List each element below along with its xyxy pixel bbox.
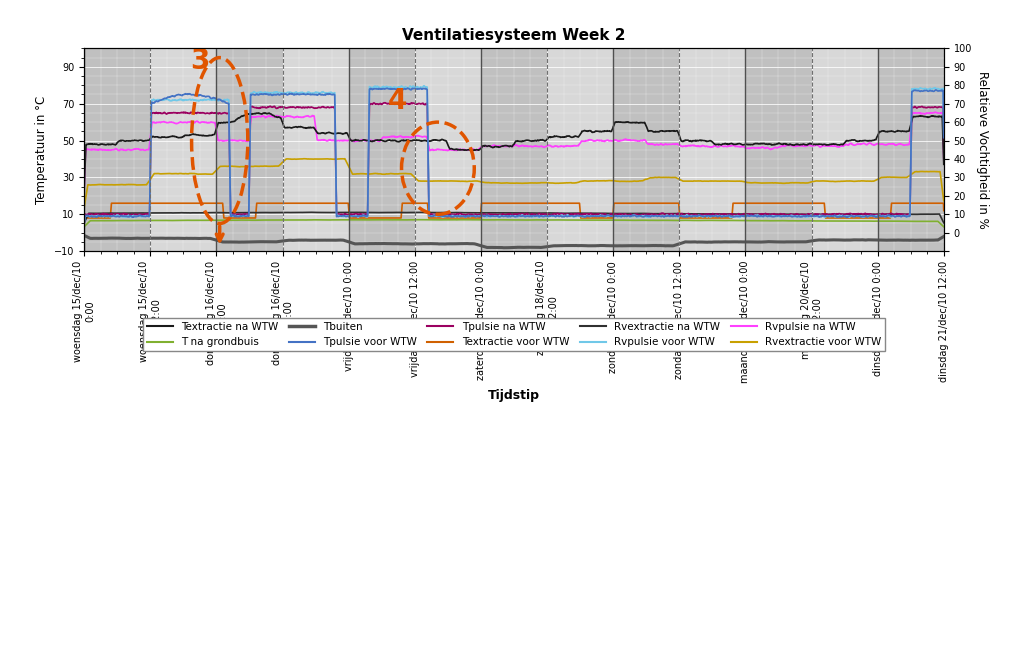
Legend: Textractie na WTW, T na grondbuis, Tbuiten, Tpulsie voor WTW, Tpulsie na WTW, Te: Textractie na WTW, T na grondbuis, Tbuit…: [142, 318, 886, 351]
X-axis label: Tijdstip: Tijdstip: [488, 389, 540, 402]
Bar: [216, 48, 283, 251]
Bar: [481, 48, 547, 251]
Tbuiten: [755, 238, 767, 246]
Y-axis label: Temperatuur in °C: Temperatuur in °C: [36, 95, 48, 204]
Bar: [84, 48, 151, 251]
Bar: [283, 48, 348, 251]
Tbuiten: [397, 240, 410, 247]
Bar: [415, 48, 481, 251]
Bar: [613, 48, 679, 251]
Tbuiten: [498, 244, 510, 251]
Bar: [348, 48, 415, 251]
Y-axis label: Relatieve Vochtigheid in %: Relatieve Vochtigheid in %: [976, 71, 988, 229]
Title: Ventilatiesysteem Week 2: Ventilatiesysteem Week 2: [402, 28, 626, 43]
Bar: [547, 48, 613, 251]
Tbuiten: [932, 236, 944, 244]
Bar: [151, 48, 216, 251]
Line: Tbuiten: Tbuiten: [84, 236, 944, 247]
Tbuiten: [938, 232, 950, 240]
Tbuiten: [78, 232, 90, 240]
Text: 3: 3: [190, 46, 210, 74]
Tbuiten: [785, 238, 798, 246]
Tbuiten: [598, 242, 610, 249]
Text: 4: 4: [388, 87, 408, 115]
Bar: [745, 48, 811, 251]
Tbuiten: [466, 240, 478, 247]
Bar: [878, 48, 944, 251]
Bar: [811, 48, 878, 251]
Bar: [679, 48, 745, 251]
